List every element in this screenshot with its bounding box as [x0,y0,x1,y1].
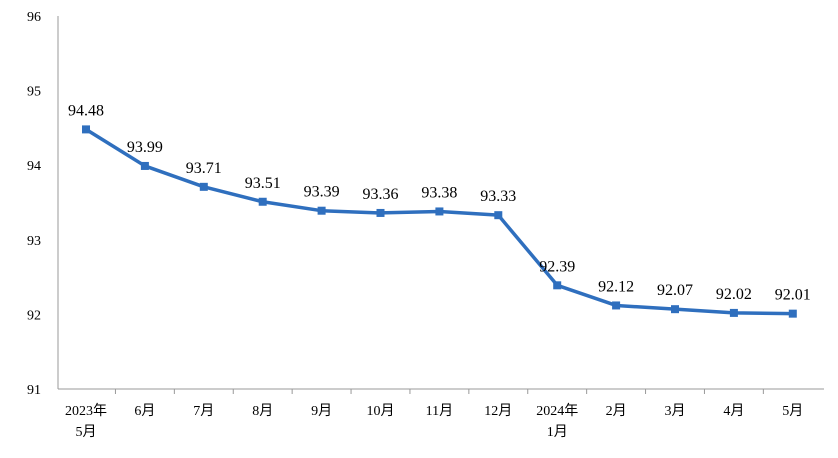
data-point-marker [788,309,797,318]
axes [57,16,824,394]
data-point-marker [494,211,503,220]
y-tick-label: 92 [27,308,41,323]
data-label: 94.48 [68,102,104,119]
data-point-marker [199,182,208,191]
x-axis-ticks: 2023年 5月 6月 7月 8月 9月 10月 11月 12月 2024年 1月 2月 3月 4月 5月 [65,403,803,440]
y-tick-label: 93 [27,234,41,249]
x-tick-label: 8月 [252,403,273,419]
data-label: 93.39 [304,184,340,201]
x-tick-label: 11月 [426,403,453,419]
data-point-marker [258,197,267,206]
x-tick-label: 9月 [311,403,332,419]
data-point-marker [376,208,385,217]
x-tick-label: 3月 [665,403,686,419]
data-label: 93.38 [421,184,457,201]
data-label: 93.99 [127,139,163,156]
data-label: 93.33 [480,188,516,205]
data-point-marker [729,308,738,317]
data-label: 92.12 [598,278,634,295]
x-tick-label: 7月 [193,403,214,419]
x-tick-label: 6月 [134,403,155,419]
y-tick-label: 91 [27,383,41,398]
data-labels: 94.48 93.99 93.71 93.51 93.39 93.36 93.38 93.33… [68,102,811,303]
data-point-marker [553,281,562,290]
data-label: 93.36 [363,186,399,203]
y-tick-label: 96 [27,10,41,25]
x-tick-label: 2023年 5月 [65,403,107,440]
data-point-marker [435,207,444,216]
data-series [82,125,797,318]
y-tick-label: 94 [27,159,41,174]
data-label: 92.39 [539,258,575,275]
data-point-marker [612,301,621,310]
x-tick-label: 2024年 1月 [536,403,578,440]
x-tick-label: 4月 [723,403,744,419]
data-point-marker [671,305,679,314]
x-tick-label: 12月 [484,403,512,419]
y-axis-ticks: 91 92 93 94 95 96 [27,10,41,398]
data-point-marker [140,161,149,170]
y-tick-label: 95 [27,85,41,100]
x-tick-label: 2月 [606,403,627,419]
data-label: 92.07 [657,282,693,299]
data-point-marker [317,206,326,215]
data-label: 92.01 [775,287,811,304]
data-label: 93.51 [245,175,281,192]
data-label: 93.71 [186,160,222,177]
x-tick-label: 10月 [367,403,395,419]
data-point-marker [82,125,90,134]
x-tick-label: 5月 [782,403,803,419]
data-label: 92.02 [716,286,752,303]
